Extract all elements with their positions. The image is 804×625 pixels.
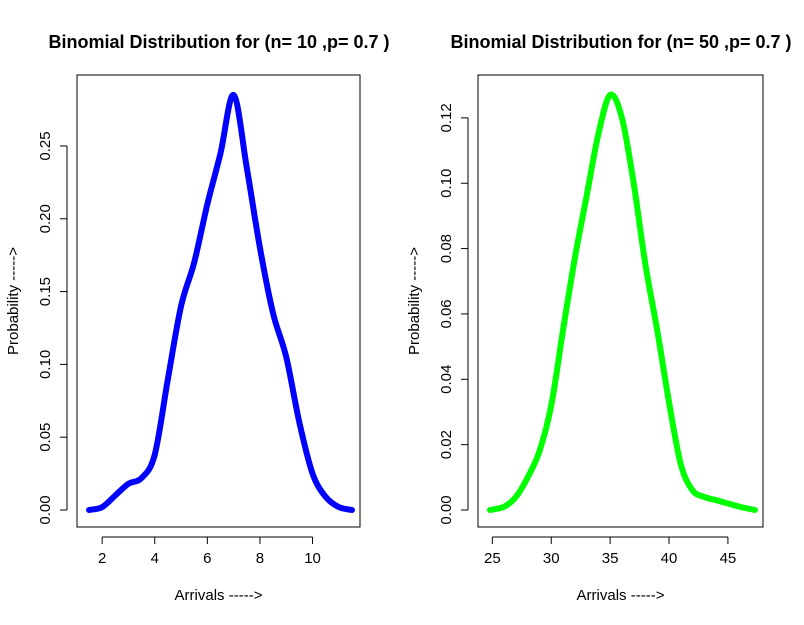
x-axis-label: Arrivals -----> bbox=[175, 587, 263, 604]
y-axis-label: Probability -----> bbox=[5, 247, 22, 355]
y-tick-label: 0.12 bbox=[438, 103, 455, 132]
y-tick-label: 0.10 bbox=[438, 169, 455, 198]
x-axis-label: Arrivals -----> bbox=[577, 587, 665, 604]
x-axis: 2 4 6 8 10 bbox=[98, 536, 321, 567]
chart-panel-2: Binomial Distribution for (n= 50 ,p= 0.7… bbox=[406, 32, 792, 604]
x-tick-label: 40 bbox=[661, 550, 678, 567]
y-tick-label: 0.25 bbox=[37, 131, 54, 160]
y-tick-label: 0.20 bbox=[37, 204, 54, 233]
density-curve bbox=[487, 91, 758, 513]
x-axis: 25 30 35 40 45 bbox=[484, 536, 737, 567]
x-tick-label: 35 bbox=[602, 550, 619, 567]
y-axis-label: Probability -----> bbox=[406, 247, 423, 355]
x-tick-label: 10 bbox=[304, 550, 321, 567]
y-tick-label: 0.02 bbox=[438, 430, 455, 459]
x-tick-label: 2 bbox=[98, 550, 106, 567]
chart-title: Binomial Distribution for (n= 10 ,p= 0.7… bbox=[48, 32, 389, 52]
plot-frame bbox=[477, 74, 764, 528]
y-tick-label: 0.08 bbox=[438, 234, 455, 263]
y-axis: 0.00 0.05 0.10 0.15 0.20 0.25 bbox=[37, 131, 68, 525]
x-tick-label: 6 bbox=[203, 550, 211, 567]
y-tick-label: 0.00 bbox=[37, 495, 54, 524]
y-tick-label: 0.04 bbox=[438, 365, 455, 394]
y-tick-label: 0.15 bbox=[37, 277, 54, 306]
y-tick-label: 0.05 bbox=[37, 423, 54, 452]
y-axis: 0.00 0.02 0.04 0.06 0.08 0.10 0.12 bbox=[438, 103, 469, 525]
y-tick-label: 0.06 bbox=[438, 299, 455, 328]
x-tick-label: 25 bbox=[484, 550, 501, 567]
x-tick-label: 30 bbox=[543, 550, 560, 567]
y-tick-label: 0.00 bbox=[438, 495, 455, 524]
y-tick-label: 0.10 bbox=[37, 350, 54, 379]
plot-frame bbox=[76, 74, 361, 528]
chart-panel-1: Binomial Distribution for (n= 10 ,p= 0.7… bbox=[5, 32, 390, 604]
chart-title: Binomial Distribution for (n= 50 ,p= 0.7… bbox=[450, 32, 791, 52]
x-tick-label: 8 bbox=[256, 550, 264, 567]
density-curve bbox=[86, 91, 355, 513]
x-tick-label: 45 bbox=[720, 550, 737, 567]
x-tick-label: 4 bbox=[151, 550, 159, 567]
